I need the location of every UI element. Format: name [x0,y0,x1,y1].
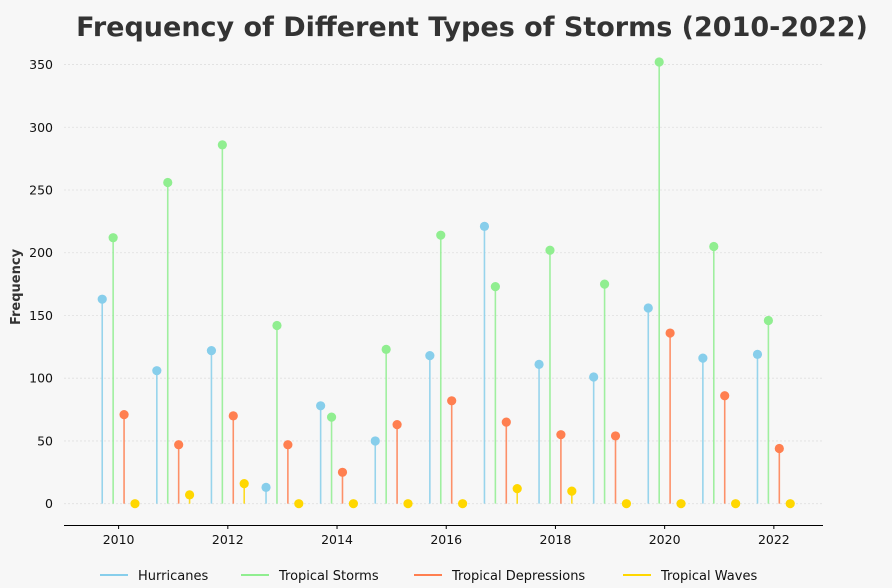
stem-series [97,57,795,509]
x-tick-label: 2014 [321,532,353,547]
series-tropical-depressions [119,328,784,504]
stem-marker [654,57,664,67]
stem-marker [381,344,391,354]
stem-marker [239,478,249,489]
stem-marker [228,411,238,421]
legend-label: Hurricanes [138,569,208,584]
stem-marker [567,486,577,496]
stem-marker [490,282,500,292]
legend-entry-tropical-waves: Tropical Waves [623,569,757,584]
y-tick-label: 250 [29,183,53,198]
stem-marker [665,328,675,338]
stem-marker [163,177,173,188]
y-tick-label: 200 [29,245,53,260]
stem-marker [152,366,162,376]
stem-marker [545,245,555,255]
stem-marker [720,391,730,401]
legend-label: Tropical Storms [278,569,379,584]
stem-marker [785,499,795,509]
x-tick-label: 2012 [212,532,244,547]
stem-marker [425,351,435,361]
stem-marker [392,420,402,430]
stem-marker [294,499,304,509]
stem-marker [217,140,227,150]
stem-marker [458,499,468,509]
series-tropical-waves [130,478,795,509]
stem-marker [589,372,599,382]
stem-marker [556,430,566,440]
x-tick-label: 2018 [540,532,572,547]
stem-marker [599,279,610,289]
stem-marker [283,440,293,450]
y-tick-label: 350 [29,57,53,72]
y-tick-label: 100 [29,371,53,386]
legend-entry-tropical-depressions: Tropical Depressions [414,569,585,584]
chart-legend: Hurricanes Tropical Storms Tropical Depres… [100,569,757,584]
chart-title: Frequency of Different Types of Storms (… [76,12,868,43]
x-axis-ticks: 2010 2012 2014 2016 2018 2020 2022 [103,525,790,547]
stem-marker [752,349,763,359]
series-hurricanes [97,221,763,504]
y-tick-label: 150 [29,308,53,323]
y-tick-label: 300 [29,120,53,135]
series-tropical-storms [108,57,773,504]
stem-marker [130,499,140,509]
y-tick-label: 50 [37,433,53,448]
stem-marker [316,401,326,411]
y-axis-label: Frequency [9,248,24,325]
y-tick-label: 0 [45,496,53,511]
stem-marker [676,499,686,509]
stem-marker [698,353,708,363]
stem-marker [370,436,380,446]
stem-marker [512,484,522,494]
legend-label: Tropical Waves [660,569,757,584]
legend-label: Tropical Depressions [451,569,585,584]
x-tick-label: 2022 [758,532,790,547]
y-axis-ticks: 0 50 100 150 200 250 300 350 [29,57,53,511]
stem-marker [272,320,282,331]
stem-marker [731,499,741,509]
stem-marker [184,490,195,500]
stem-marker [119,409,129,420]
stem-marker [174,440,184,450]
stem-marker [621,499,632,509]
stem-marker [763,315,773,326]
stem-marker [261,482,271,492]
stem-marker [610,431,621,441]
stem-marker [206,346,217,356]
stem-marker [436,230,446,240]
grid-lines [64,64,823,505]
stem-marker [97,294,107,304]
legend-entry-tropical-storms: Tropical Storms [241,569,379,584]
stem-marker [479,221,490,231]
stem-marker [709,241,719,252]
stem-marker [501,417,511,427]
stem-marker [326,412,337,422]
stem-marker [774,443,784,454]
stem-marker [337,467,348,477]
stem-marker [348,499,359,509]
stem-marker [534,359,544,370]
legend-entry-hurricanes: Hurricanes [100,569,208,584]
stem-marker [643,303,653,313]
stem-marker [447,396,457,406]
stem-marker [403,499,413,509]
x-tick-label: 2020 [649,532,681,547]
stem-marker [108,233,118,243]
x-tick-label: 2010 [103,532,135,547]
x-tick-label: 2016 [430,532,462,547]
